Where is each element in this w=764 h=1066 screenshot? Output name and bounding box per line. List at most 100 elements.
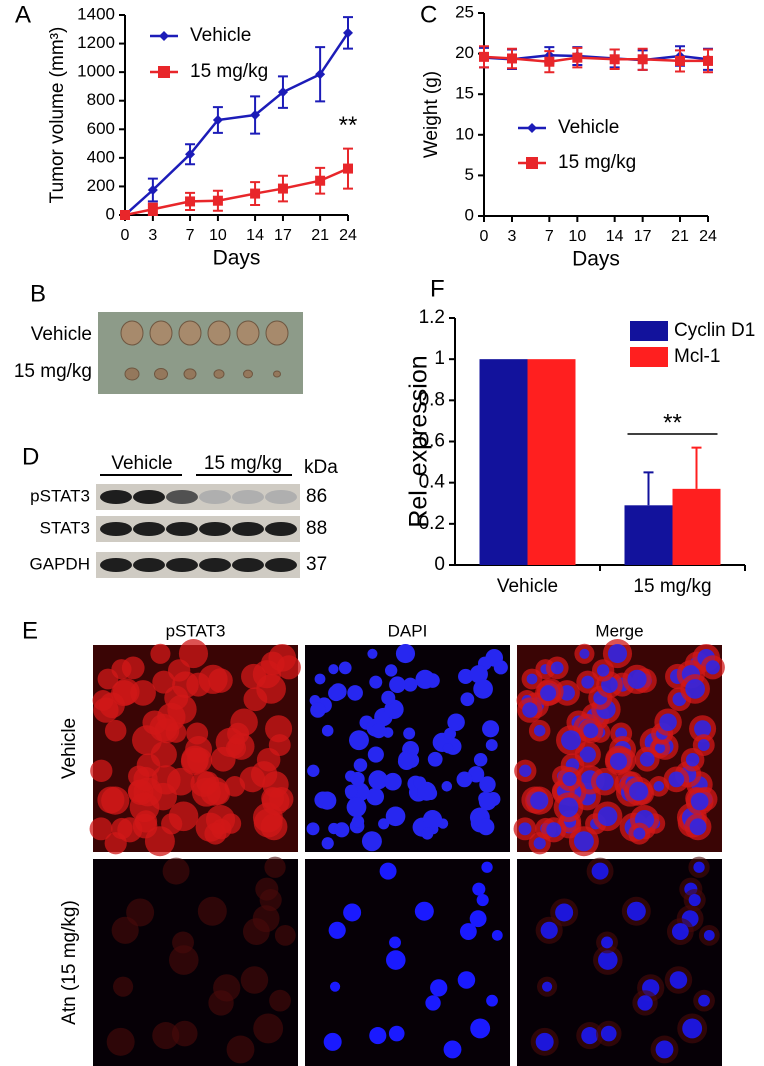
nucleus xyxy=(659,713,677,731)
nucleus xyxy=(493,660,508,675)
row-label: GAPDH xyxy=(30,554,90,573)
nucleus xyxy=(655,1040,674,1059)
nucleus xyxy=(346,797,367,818)
cytoplasm xyxy=(261,787,290,816)
x-axis-label: Days xyxy=(572,248,620,271)
nucleus xyxy=(379,862,397,880)
nucleus xyxy=(361,831,382,852)
cytoplasm xyxy=(89,817,113,841)
cytoplasm xyxy=(167,659,191,682)
marker xyxy=(315,69,326,80)
marker xyxy=(343,163,353,174)
nucleus xyxy=(469,910,487,928)
nucleus xyxy=(596,664,610,677)
cytoplasm xyxy=(111,680,138,707)
blot-band xyxy=(133,558,165,572)
cytoplasm xyxy=(239,766,266,793)
blot-band xyxy=(232,490,264,504)
x-tick-label: 7 xyxy=(545,228,554,245)
bar xyxy=(624,505,673,565)
nucleus xyxy=(629,781,649,801)
annotation: ** xyxy=(339,112,358,139)
marker xyxy=(703,55,713,66)
cytoplasm xyxy=(111,916,139,944)
cytoplasm xyxy=(268,734,291,757)
nucleus xyxy=(476,893,489,907)
nucleus xyxy=(573,831,594,852)
cytoplasm xyxy=(197,896,227,926)
nucleus xyxy=(697,739,710,752)
panel-label: F xyxy=(430,275,445,302)
nucleus xyxy=(366,787,385,806)
y-axis-label: Rel. expression xyxy=(405,355,433,527)
nucleus xyxy=(369,1027,387,1045)
legend-label: Vehicle xyxy=(558,117,619,138)
cytoplasm xyxy=(204,822,227,845)
x-tick-label: 0 xyxy=(480,228,489,245)
nucleus xyxy=(633,827,646,840)
nucleus xyxy=(353,758,368,772)
nucleus xyxy=(367,746,384,763)
nucleus xyxy=(456,771,473,788)
marker xyxy=(147,204,158,215)
cytoplasm xyxy=(121,656,145,680)
nucleus xyxy=(703,929,715,941)
cytoplasm xyxy=(113,976,134,997)
annotation: ** xyxy=(663,409,682,436)
nucleus xyxy=(668,771,685,788)
nucleus xyxy=(596,772,614,791)
marker xyxy=(572,52,583,63)
nucleus xyxy=(371,723,387,739)
marker xyxy=(120,210,130,220)
marker xyxy=(158,66,170,78)
nucleus xyxy=(447,713,465,731)
error-bar xyxy=(691,446,702,489)
nucleus xyxy=(654,742,666,754)
panel-label: B xyxy=(30,280,46,307)
nucleus xyxy=(598,950,618,970)
cytoplasm xyxy=(269,989,291,1012)
legend-label: Mcl-1 xyxy=(674,346,720,367)
nucleus xyxy=(639,751,655,767)
cytoplasm xyxy=(198,664,228,694)
nucleus xyxy=(688,893,701,907)
y-tick-label: 400 xyxy=(87,147,115,166)
blot-band xyxy=(199,558,231,572)
nucleus xyxy=(581,1027,599,1045)
x-tick-label: 24 xyxy=(699,228,717,245)
blot-band xyxy=(133,522,165,536)
cytoplasm xyxy=(208,990,234,1016)
y-tick-label: 0.4 xyxy=(419,472,446,493)
cytoplasm xyxy=(152,1022,180,1050)
cytoplasm xyxy=(253,1013,284,1044)
y-tick-label: 0 xyxy=(106,204,115,223)
legend-label: Cyclin D1 xyxy=(674,320,755,341)
panel-label: C xyxy=(420,1,437,28)
tumor xyxy=(243,369,253,379)
y-tick-label: 0.2 xyxy=(419,513,445,534)
y-tick-label: 200 xyxy=(87,176,115,195)
column-label: Merge xyxy=(595,621,643,640)
legend-label: 15 mg/kg xyxy=(190,61,268,82)
marker xyxy=(527,123,537,133)
y-tick-label: 5 xyxy=(465,165,474,184)
nucleus xyxy=(460,692,475,707)
y-tick-label: 0.6 xyxy=(419,431,445,452)
nucleus xyxy=(343,903,362,922)
x-tick-label: 10 xyxy=(209,227,227,244)
nucleus xyxy=(518,822,532,836)
nucleus xyxy=(685,752,700,767)
nucleus xyxy=(491,929,503,941)
nucleus xyxy=(427,751,443,767)
nucleus xyxy=(669,971,688,989)
cytoplasm xyxy=(210,746,236,772)
nucleus xyxy=(307,764,320,777)
marker xyxy=(609,54,620,65)
blot-band xyxy=(100,558,132,572)
legend-label: 15 mg/kg xyxy=(558,152,636,173)
x-tick-label: 0 xyxy=(121,227,130,244)
cytoplasm xyxy=(240,966,269,994)
nucleus xyxy=(601,936,613,949)
nucleus xyxy=(388,1025,405,1042)
